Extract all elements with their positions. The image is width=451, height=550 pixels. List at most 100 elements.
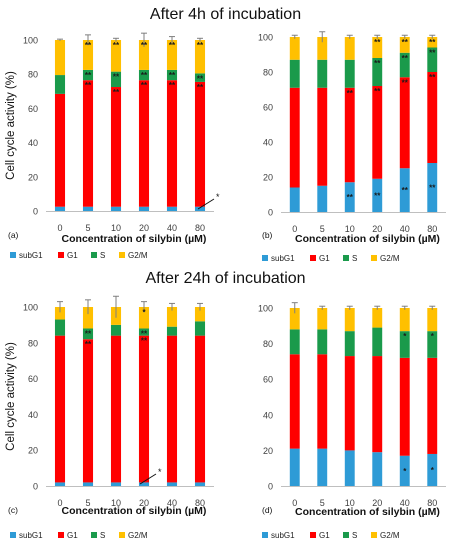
x-tick-label: 10 xyxy=(345,498,355,508)
bar-segment-g2m xyxy=(289,37,300,60)
significance-mark: * xyxy=(142,308,146,317)
significance-mark: ** xyxy=(197,83,204,92)
bar-segment-g1 xyxy=(194,81,206,207)
bar-segment-s xyxy=(82,328,94,340)
bar-segment-g2m xyxy=(138,40,150,70)
y-tick-label: 0 xyxy=(268,482,273,492)
bar-segment-g1 xyxy=(427,72,438,163)
significance-mark: ** xyxy=(113,41,120,50)
bar-segment-s xyxy=(427,47,438,72)
x-tick-label: 0 xyxy=(57,223,62,233)
significance-mark: ** xyxy=(402,54,409,63)
x-tick-label: 0 xyxy=(292,224,297,234)
legend-label: subG1 xyxy=(271,254,295,263)
significance-mark: ** xyxy=(169,81,176,90)
legend-label: subG1 xyxy=(271,531,295,540)
bar-segment-subg1 xyxy=(82,206,94,211)
bar-segment-s xyxy=(166,326,178,336)
y-tick-label: 40 xyxy=(28,138,38,148)
bar-segment-g2m xyxy=(194,307,206,322)
significance-mark: ** xyxy=(85,329,92,338)
x-axis-label: Concentration of silybin (µM) xyxy=(62,505,207,517)
significance-mark: ** xyxy=(374,38,381,47)
bar-segment-subg1 xyxy=(289,448,300,486)
bar-segment-subg1 xyxy=(166,482,178,486)
bar-segment-g2m xyxy=(317,37,328,60)
legend-swatch xyxy=(343,255,349,261)
significance-mark: ** xyxy=(85,71,92,80)
legend-swatch xyxy=(58,532,64,538)
annotation-line xyxy=(197,198,215,210)
x-tick-label: 80 xyxy=(195,223,205,233)
bar-segment-g2m xyxy=(82,307,94,329)
bar-segment-s xyxy=(54,75,66,94)
x-tick-label: 10 xyxy=(111,223,121,233)
bar-segment-g2m xyxy=(138,307,150,329)
legend-label: subG1 xyxy=(19,531,43,540)
significance-mark: ** xyxy=(429,38,436,47)
bar-segment-s xyxy=(344,331,355,357)
bar-segment-g1 xyxy=(138,335,150,483)
annotation-star: * xyxy=(216,192,220,202)
y-tick-label: 40 xyxy=(263,138,273,148)
x-axis-label: Concentration of silybin (µM) xyxy=(295,233,440,245)
annotation-star: * xyxy=(158,467,162,477)
bar-segment-g2m xyxy=(110,40,122,72)
significance-mark: * xyxy=(431,332,435,341)
legend-label: S xyxy=(352,531,357,540)
legend-swatch xyxy=(310,255,316,261)
bar-segment-subg1 xyxy=(344,182,355,212)
x-tick-label: 40 xyxy=(400,498,410,508)
significance-mark: ** xyxy=(347,193,354,202)
bar-segment-subg1 xyxy=(110,206,122,211)
legend-label: G1 xyxy=(319,531,330,540)
significance-mark: ** xyxy=(374,59,381,68)
bar-segment-s xyxy=(166,69,178,81)
bar-segment-g2m xyxy=(427,37,438,48)
x-tick-label: 10 xyxy=(345,224,355,234)
section-title-24h: After 24h of incubation xyxy=(145,270,306,287)
legend-swatch xyxy=(10,252,16,258)
bar-segment-s xyxy=(194,73,206,82)
legend-swatch xyxy=(119,252,125,258)
bar-segment-subg1 xyxy=(54,482,66,486)
x-tick-label: 80 xyxy=(195,498,205,508)
bar-segment-s xyxy=(372,58,383,86)
y-tick-label: 20 xyxy=(263,173,273,183)
y-tick-label: 60 xyxy=(263,103,273,113)
y-axis-label: Cell cycle activity (%) xyxy=(5,342,17,451)
bar-segment-s xyxy=(138,69,150,81)
significance-mark: ** xyxy=(141,41,148,50)
bar-segment-s xyxy=(138,328,150,336)
x-tick-label: 20 xyxy=(372,224,382,234)
bar-segment-g2m xyxy=(399,37,410,53)
legend-swatch xyxy=(10,532,16,538)
legend-label: S xyxy=(352,254,357,263)
y-tick-label: 80 xyxy=(28,70,38,80)
y-tick-label: 40 xyxy=(263,410,273,420)
legend-label: subG1 xyxy=(19,251,43,260)
significance-mark: ** xyxy=(141,337,148,346)
bar-segment-subg1 xyxy=(372,452,383,486)
bar-segment-s xyxy=(110,324,122,336)
bar-segment-subg1 xyxy=(82,482,94,486)
x-axis-label: Concentration of silybin (µM) xyxy=(62,233,207,245)
x-tick-label: 5 xyxy=(320,224,325,234)
x-axis-label: Concentration of silybin (µM) xyxy=(295,506,440,518)
bar-segment-subg1 xyxy=(194,482,206,486)
x-tick-label: 80 xyxy=(427,224,437,234)
bar-segment-s xyxy=(399,331,410,358)
bar-segment-g2m xyxy=(399,308,410,332)
bar-segment-subg1 xyxy=(194,206,206,211)
legend-swatch xyxy=(371,532,377,538)
bar-segment-subg1 xyxy=(54,206,66,211)
panel-label: (d) xyxy=(262,505,273,515)
y-tick-label: 60 xyxy=(28,374,38,384)
bar-segment-s xyxy=(110,71,122,88)
bar-segment-g1 xyxy=(344,87,355,183)
bar-segment-g1 xyxy=(166,80,178,207)
bar-segment-g1 xyxy=(344,356,355,451)
legend-swatch xyxy=(91,252,97,258)
legend-label: G2/M xyxy=(380,531,400,540)
